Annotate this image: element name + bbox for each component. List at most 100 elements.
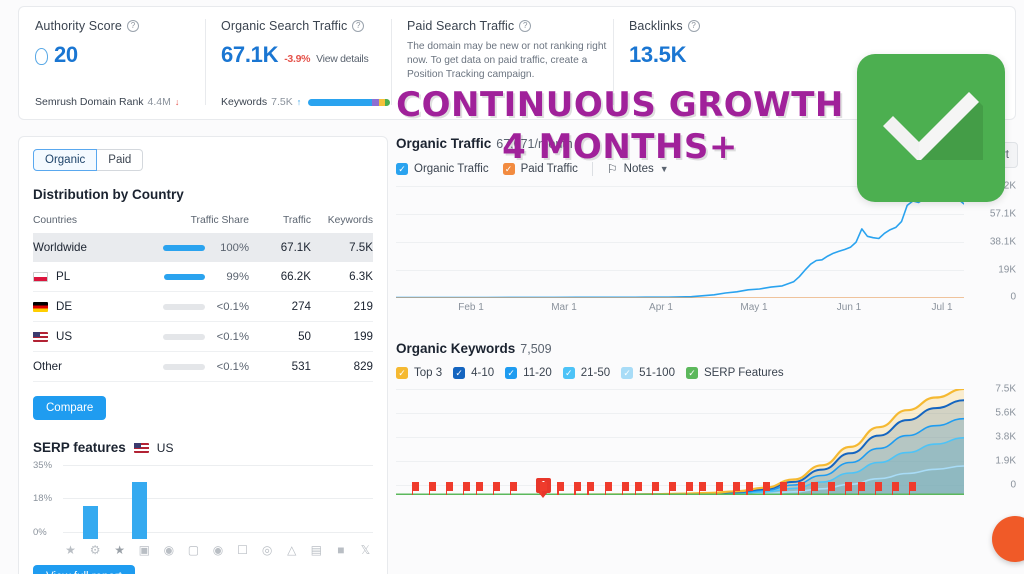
traffic-value[interactable]: 274 — [249, 291, 311, 322]
note-flag-icon[interactable] — [634, 482, 642, 495]
note-flag-icon[interactable] — [445, 482, 453, 495]
checkbox-checked-icon[interactable]: ✓ — [621, 367, 634, 379]
table-row[interactable]: PL 99% 66.2K 6.3K — [33, 262, 373, 292]
reviews-icon[interactable]: ★ — [114, 543, 126, 557]
checkbox-checked-icon[interactable]: ✓ — [396, 367, 408, 379]
checkmark-glyph — [883, 92, 983, 160]
legend-item-11-20[interactable]: ✓ 11-20 — [505, 367, 552, 379]
authority-shield-icon — [35, 48, 48, 65]
featured-video-icon[interactable]: ◉ — [212, 543, 224, 557]
note-flag-icon[interactable] — [891, 482, 899, 495]
video-carousel-icon[interactable]: ▢ — [187, 543, 200, 557]
y-tick: 5.6K — [995, 407, 1016, 419]
help-icon[interactable]: ? — [519, 20, 532, 32]
note-flag-icon[interactable] — [909, 482, 917, 495]
notes-dropdown[interactable]: ⚐ Notes ▼ — [607, 162, 669, 176]
legend-item-51-100[interactable]: ✓ 51-100 — [621, 367, 675, 379]
organic-keywords-legend: ✓ Top 3 ✓ 4-10 ✓ 11-20 ✓ 21-50 ✓ 51-100 … — [396, 367, 1016, 379]
table-row[interactable]: Other <0.1% 531 829 — [33, 351, 373, 382]
country-cell: PL — [33, 270, 129, 283]
checkbox-checked-icon[interactable]: ✓ — [505, 367, 518, 379]
traffic-value[interactable]: 50 — [249, 321, 311, 352]
view-details-link[interactable]: View details — [316, 53, 369, 65]
featured-snippet-icon[interactable]: ★ — [65, 543, 76, 557]
help-icon[interactable]: ? — [126, 20, 139, 32]
note-flag-icon[interactable] — [540, 482, 548, 495]
table-row[interactable]: Worldwide 100% 67.1K 7.5K — [33, 233, 373, 262]
image-pack-icon[interactable]: ▣ — [138, 543, 150, 557]
traffic-value[interactable]: 66.2K — [249, 262, 311, 292]
legend-item-21-50[interactable]: ✓ 21-50 — [562, 367, 610, 379]
note-flag-icon[interactable] — [716, 482, 724, 495]
checkbox-checked-icon[interactable]: ✓ — [453, 367, 466, 379]
chevron-down-icon: ▼ — [659, 164, 669, 174]
note-flag-icon[interactable] — [604, 482, 612, 495]
local-pack-icon[interactable]: ◎ — [261, 543, 273, 557]
note-flag-icon[interactable] — [462, 482, 470, 495]
floating-action-icon[interactable] — [992, 516, 1024, 562]
note-flag-icon[interactable] — [587, 482, 595, 495]
related-questions-icon[interactable]: ▤ — [310, 543, 322, 557]
note-flag-icon[interactable] — [574, 482, 582, 495]
note-flag-icon[interactable] — [797, 482, 805, 495]
legend-item-organic-traffic[interactable]: ✓ Organic Traffic — [396, 163, 489, 175]
note-flag-icon[interactable] — [651, 482, 659, 495]
country-cell: DE — [33, 300, 129, 313]
video-icon[interactable]: ◉ — [163, 543, 175, 557]
note-flag-icon[interactable] — [733, 482, 741, 495]
metric-paid-search-traffic: Paid Search Traffic ? The domain may be … — [391, 7, 613, 119]
checkbox-checked-icon[interactable]: ✓ — [685, 367, 698, 379]
legend-item-4-10[interactable]: ✓ 4-10 — [453, 367, 494, 379]
note-flag-icon[interactable] — [874, 482, 882, 495]
note-flag-icon[interactable] — [475, 482, 483, 495]
tab-paid[interactable]: Paid — [97, 149, 144, 171]
checkbox-checked-icon[interactable]: ✓ — [396, 163, 408, 175]
note-flag-icon[interactable] — [763, 482, 771, 495]
keywords-value[interactable]: 6.3K — [311, 262, 373, 292]
note-flag-icon[interactable] — [411, 482, 419, 495]
legend-item-serp-features[interactable]: ✓ SERP Features — [685, 367, 784, 379]
note-flag-icon[interactable] — [621, 482, 629, 495]
tab-organic[interactable]: Organic — [33, 149, 98, 171]
note-flag-icon[interactable] — [746, 482, 754, 495]
jobs-icon[interactable]: ■ — [337, 543, 345, 557]
note-flag-icon[interactable] — [557, 482, 565, 495]
note-flag-icon[interactable] — [510, 482, 518, 495]
table-row[interactable]: US <0.1% 50 199 — [33, 321, 373, 352]
table-row[interactable]: DE <0.1% 274 219 — [33, 291, 373, 322]
note-flag-icon[interactable] — [844, 482, 852, 495]
note-flag-icon[interactable] — [857, 482, 865, 495]
organic-keywords-plot: 7.5K 5.6K 3.8K 1.9K 0 1 — [396, 384, 1016, 498]
note-flag-icon[interactable] — [493, 482, 500, 495]
compare-button[interactable]: Compare — [33, 396, 107, 420]
legend-label: 4-10 — [471, 367, 495, 379]
note-flag-icon[interactable] — [810, 482, 818, 495]
sitelinks-icon[interactable]: ⚙ — [89, 543, 101, 557]
note-flag-icon[interactable] — [699, 482, 707, 495]
twitter-icon[interactable]: 𝕏 — [360, 543, 371, 557]
keywords-value[interactable]: 219 — [311, 291, 373, 322]
note-flag-icon[interactable] — [668, 482, 676, 495]
headline-line-1: CONTINUOUS GROWTH — [396, 85, 844, 125]
share-bar — [163, 303, 205, 310]
faq-icon[interactable]: ☐ — [237, 543, 248, 557]
legend-item-top-3[interactable]: ✓ Top 3 — [396, 367, 442, 379]
checkbox-checked-icon[interactable]: ✓ — [502, 163, 515, 175]
keywords-value[interactable]: 199 — [311, 321, 373, 352]
country-label: DE — [56, 300, 73, 313]
knowledge-panel-icon[interactable]: △ — [287, 543, 297, 557]
legend-label: Paid Traffic — [520, 163, 578, 175]
note-flag-icon[interactable] — [685, 482, 693, 495]
x-tick: Jun 1 — [836, 302, 862, 313]
green-checkmark-badge-icon — [857, 54, 1005, 202]
help-icon[interactable]: ? — [687, 20, 700, 32]
view-full-report-button[interactable]: View full report — [33, 565, 135, 574]
note-flag-icon[interactable] — [428, 482, 436, 495]
note-flag-icon[interactable] — [827, 482, 835, 495]
organic-traffic-legend: ✓ Organic Traffic ✓ Paid Traffic ⚐ Notes… — [396, 162, 1016, 176]
checkbox-checked-icon[interactable]: ✓ — [562, 367, 575, 379]
help-icon[interactable]: ? — [352, 20, 365, 32]
paid-traffic-empty-note: The domain may be new or not ranking rig… — [407, 41, 607, 80]
note-flag-icon[interactable] — [780, 482, 788, 495]
legend-item-paid-traffic[interactable]: ✓ Paid Traffic — [502, 163, 578, 175]
